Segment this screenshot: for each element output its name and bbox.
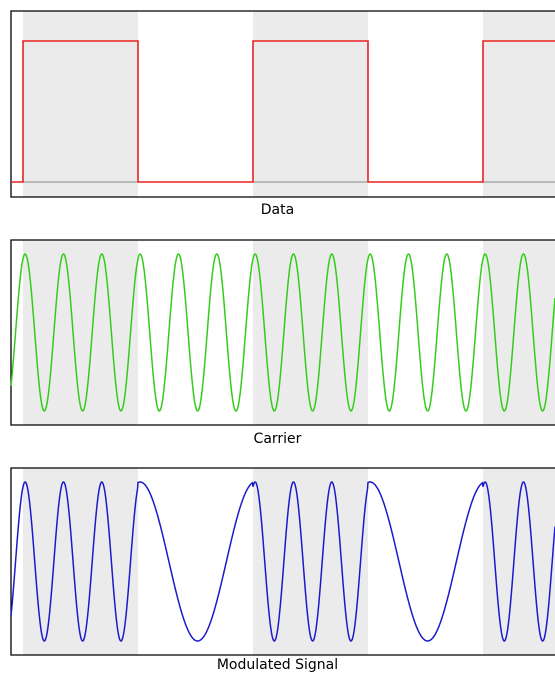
bit-one-shade — [253, 468, 368, 655]
panel-frame — [10, 239, 555, 426]
bit-one-shade — [253, 240, 368, 425]
bit-one-shade — [253, 11, 368, 197]
bit-one-shade — [23, 240, 138, 425]
bit-one-shade — [483, 240, 555, 425]
bit-one-shade — [483, 11, 555, 197]
bit-one-shade — [483, 468, 555, 655]
bit-one-shade — [23, 468, 138, 655]
panel-frame — [10, 10, 555, 198]
bit-one-shade — [23, 11, 138, 197]
carrier-caption: Carrier — [253, 431, 302, 447]
carrier-wave — [10, 253, 555, 412]
data-square-wave — [11, 40, 555, 183]
panel-frame — [10, 467, 555, 656]
data-caption: Data — [260, 202, 295, 218]
modulated-signal-wave — [10, 481, 555, 642]
modulated-signal-caption: Modulated Signal — [216, 657, 339, 673]
